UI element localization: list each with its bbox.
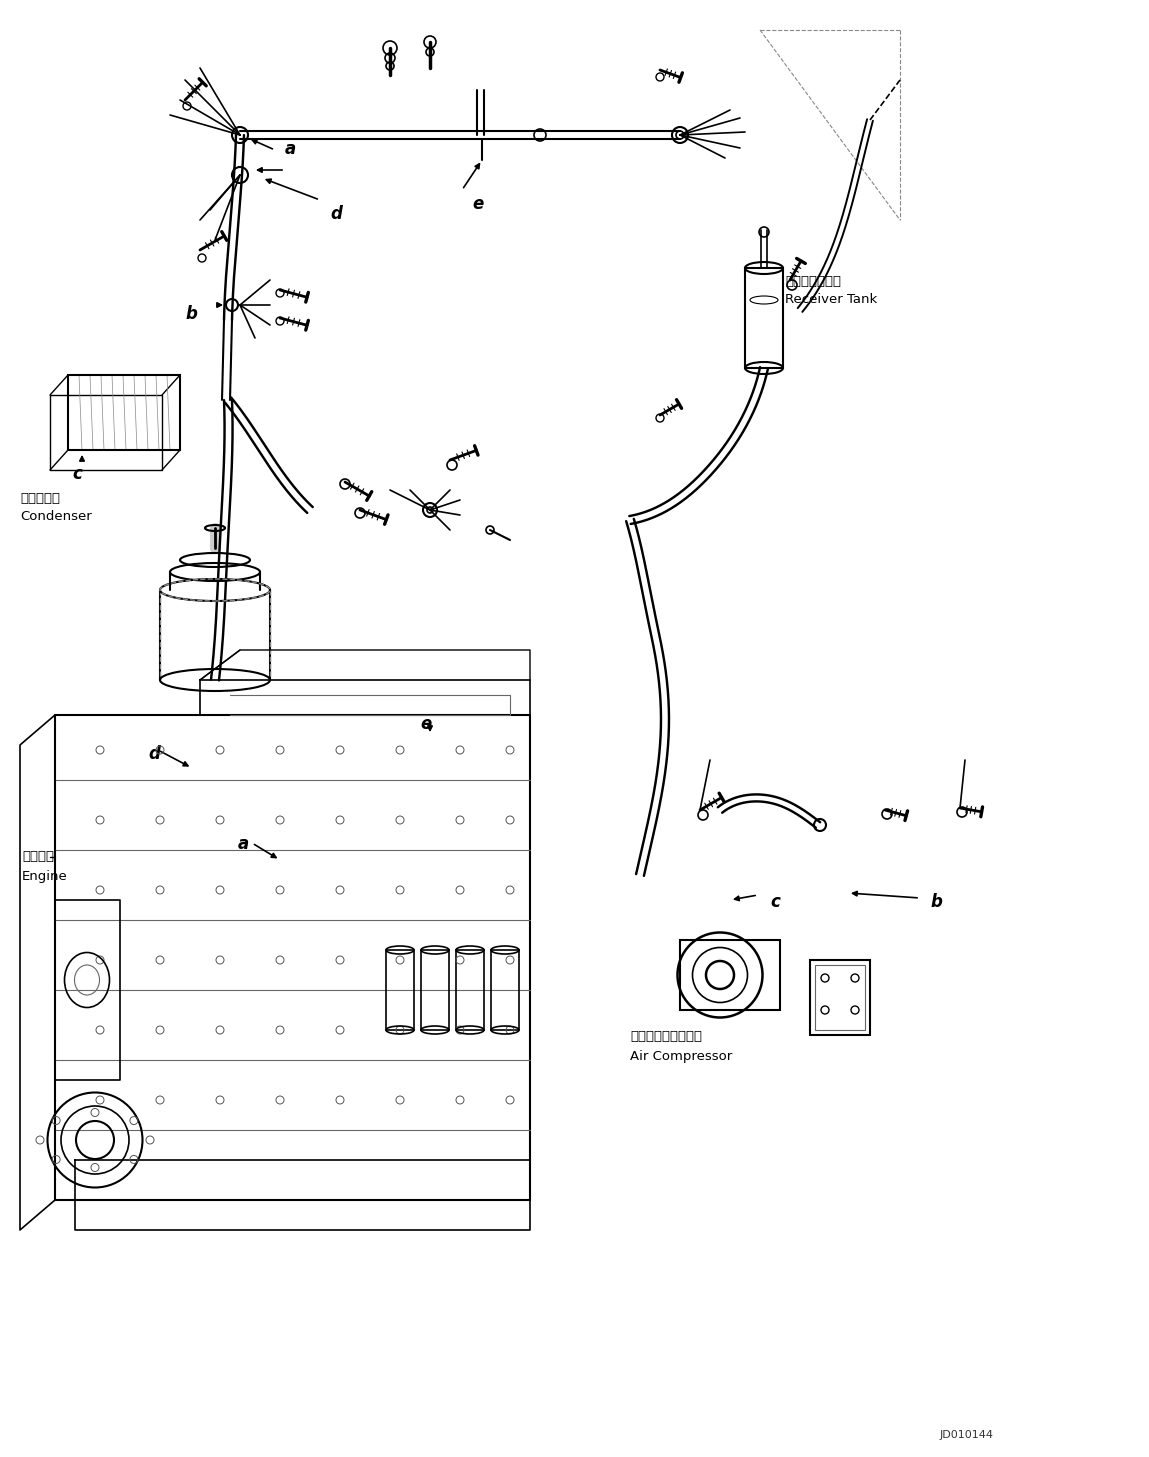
Bar [680, 940, 780, 1010]
Text: b: b [185, 305, 196, 323]
Text: c: c [72, 465, 82, 484]
Text: JD010144: JD010144 [940, 1429, 994, 1440]
Bar [815, 965, 865, 1030]
Text: a: a [285, 140, 296, 157]
Text: d: d [330, 205, 342, 223]
Text: d: d [148, 745, 160, 763]
Text: Condenser: Condenser [20, 510, 92, 523]
Bar [810, 960, 870, 1034]
Text: b: b [930, 893, 942, 911]
Text: Receiver Tank: Receiver Tank [785, 293, 877, 306]
Text: c: c [770, 893, 780, 911]
Text: Air Compressor: Air Compressor [630, 1050, 732, 1064]
Bar [68, 374, 180, 450]
Text: エンジン: エンジン [22, 849, 54, 863]
Text: エアーコンプレッサ: エアーコンプレッサ [630, 1030, 702, 1043]
Bar [491, 950, 519, 1030]
Bar [456, 950, 484, 1030]
Bar [421, 950, 449, 1030]
Text: コンデンサ: コンデンサ [20, 492, 60, 506]
Text: Engine: Engine [22, 870, 68, 883]
Text: レシーバタンク: レシーバタンク [785, 275, 841, 288]
Bar [386, 950, 414, 1030]
Text: e: e [421, 715, 431, 733]
Text: a: a [238, 835, 249, 852]
Bar [745, 268, 782, 369]
Text: e: e [472, 195, 484, 213]
